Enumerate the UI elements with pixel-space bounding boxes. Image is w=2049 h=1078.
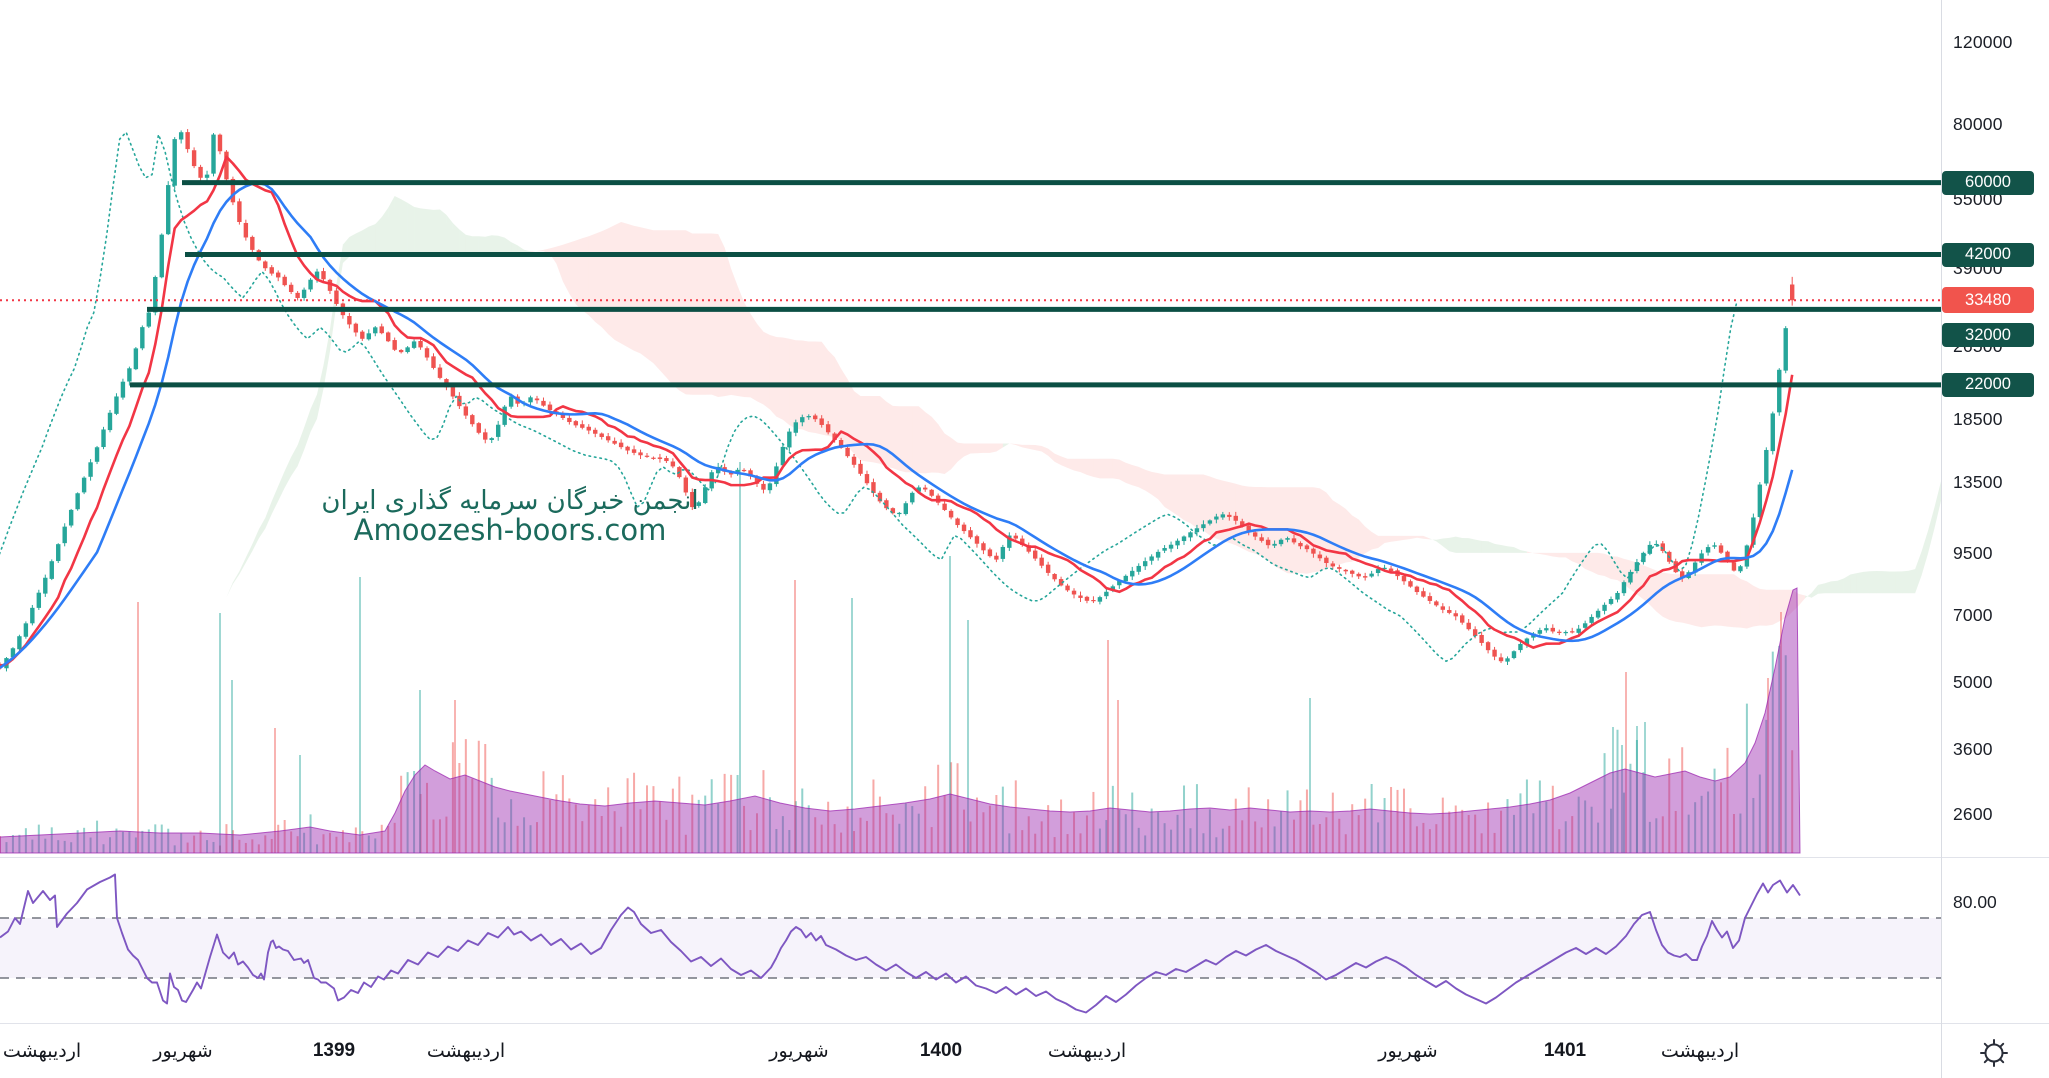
time-axis-month-label[interactable]: اردیبهشت	[1047, 1040, 1127, 1062]
price-axis-tick: 7000	[1953, 604, 1993, 625]
level-price-badge[interactable]: 60000	[1942, 170, 2034, 195]
time-axis-year-label[interactable]: 1400	[919, 1040, 963, 1061]
price-axis-tick: 120000	[1953, 32, 2013, 52]
watermark-line1: انجمن خبرگان سرمایه گذاری ایران	[321, 486, 699, 516]
pane-separator-rsi-timeaxis	[0, 1023, 2049, 1024]
level-price-badge[interactable]: 22000	[1942, 372, 2034, 397]
price-axis-tick: 9500	[1953, 543, 1993, 564]
time-axis-month-label[interactable]: اردیبهشت	[426, 1040, 506, 1062]
rsi-axis-tick: 80.00	[1953, 892, 1997, 912]
time-axis-month-label[interactable]: شهریور	[1378, 1040, 1438, 1062]
watermark-line2: Amoozesh-boors.com	[353, 513, 667, 548]
price-axis-tick: 3600	[1953, 738, 1993, 759]
price-axis-tick: 2600	[1953, 804, 1993, 825]
level-price-badge[interactable]: 32000	[1942, 323, 2034, 347]
level-price-badge[interactable]: 42000	[1942, 242, 2034, 267]
price-axis-border[interactable]	[1941, 0, 1942, 1078]
pane-separator-main-rsi[interactable]	[0, 857, 2049, 858]
time-axis-month-label[interactable]: شهریور	[769, 1040, 829, 1062]
time-axis-month-label[interactable]: شهریور	[153, 1040, 213, 1062]
time-axis-month-label[interactable]: اردیبهشت	[1660, 1040, 1740, 1062]
price-axis-tick: 5000	[1953, 672, 1993, 693]
price-axis-tick: 80000	[1953, 113, 2003, 134]
time-axis-month-label[interactable]: اردیبهشت	[2, 1040, 82, 1062]
last-price-badge: 33480	[1942, 287, 2034, 314]
watermark: انجمن خبرگان سرمایه گذاری ایران Amoozesh…	[295, 486, 725, 548]
time-axis-year-label[interactable]: 1399	[312, 1040, 356, 1061]
settings-icon[interactable]	[1972, 1031, 2016, 1075]
price-axis-tick: 13500	[1953, 472, 2003, 493]
price-axis-tick: 18500	[1953, 408, 2003, 429]
time-axis-year-label[interactable]: 1401	[1543, 1040, 1587, 1061]
